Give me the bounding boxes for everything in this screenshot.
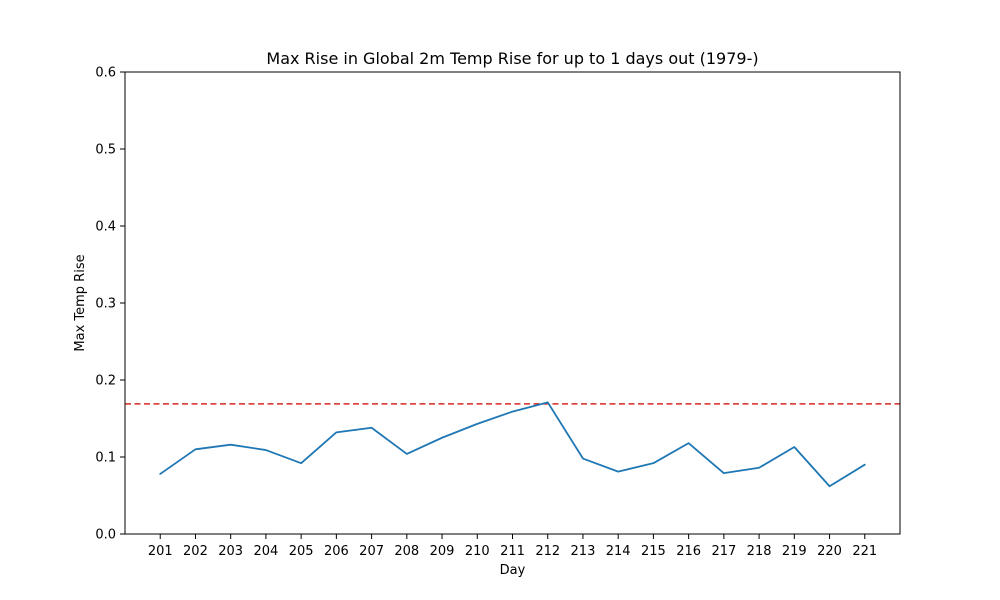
y-tick-label: 0.1 <box>95 451 116 466</box>
x-tick-label: 201 <box>148 544 173 559</box>
x-tick-label: 216 <box>676 544 701 559</box>
x-tick-label: 212 <box>535 544 560 559</box>
chart-title: Max Rise in Global 2m Temp Rise for up t… <box>266 49 758 68</box>
y-tick-label: 0.4 <box>95 220 116 235</box>
x-tick-label: 215 <box>641 544 666 559</box>
x-tick-label: 210 <box>465 544 490 559</box>
x-axis-label: Day <box>500 563 526 578</box>
x-tick-label: 207 <box>359 544 384 559</box>
x-tick-label: 219 <box>782 544 807 559</box>
x-tick-label: 202 <box>183 544 208 559</box>
x-tick-label: 209 <box>430 544 455 559</box>
plot-area-frame <box>124 71 901 535</box>
axes: 0.0 0.1 0.2 0.3 0.4 0.5 0.6 201 202 203 204 205 206 2… <box>95 66 877 560</box>
x-tick-label: 203 <box>218 544 243 559</box>
x-tick-label: 221 <box>852 544 877 559</box>
series-line <box>159 401 866 488</box>
x-tick-label: 204 <box>253 544 278 559</box>
series-layer <box>125 401 900 488</box>
x-tick-label: 217 <box>711 544 736 559</box>
x-tick-label: 211 <box>500 544 525 559</box>
x-tick-label: 218 <box>747 544 772 559</box>
x-tick-label: 208 <box>394 544 419 559</box>
x-tick-label: 220 <box>817 544 842 559</box>
x-tick-label: 205 <box>289 544 314 559</box>
x-tick-label: 206 <box>324 544 349 559</box>
y-tick-label: 0.2 <box>95 374 116 389</box>
y-axis-label: Max Temp Rise <box>73 254 88 351</box>
x-tick-label: 213 <box>571 544 596 559</box>
y-tick-label: 0.0 <box>95 528 116 543</box>
y-tick-label: 0.3 <box>95 297 116 312</box>
x-tick-label: 214 <box>606 544 631 559</box>
y-tick-label: 0.6 <box>95 66 116 81</box>
y-tick-label: 0.5 <box>95 143 116 158</box>
